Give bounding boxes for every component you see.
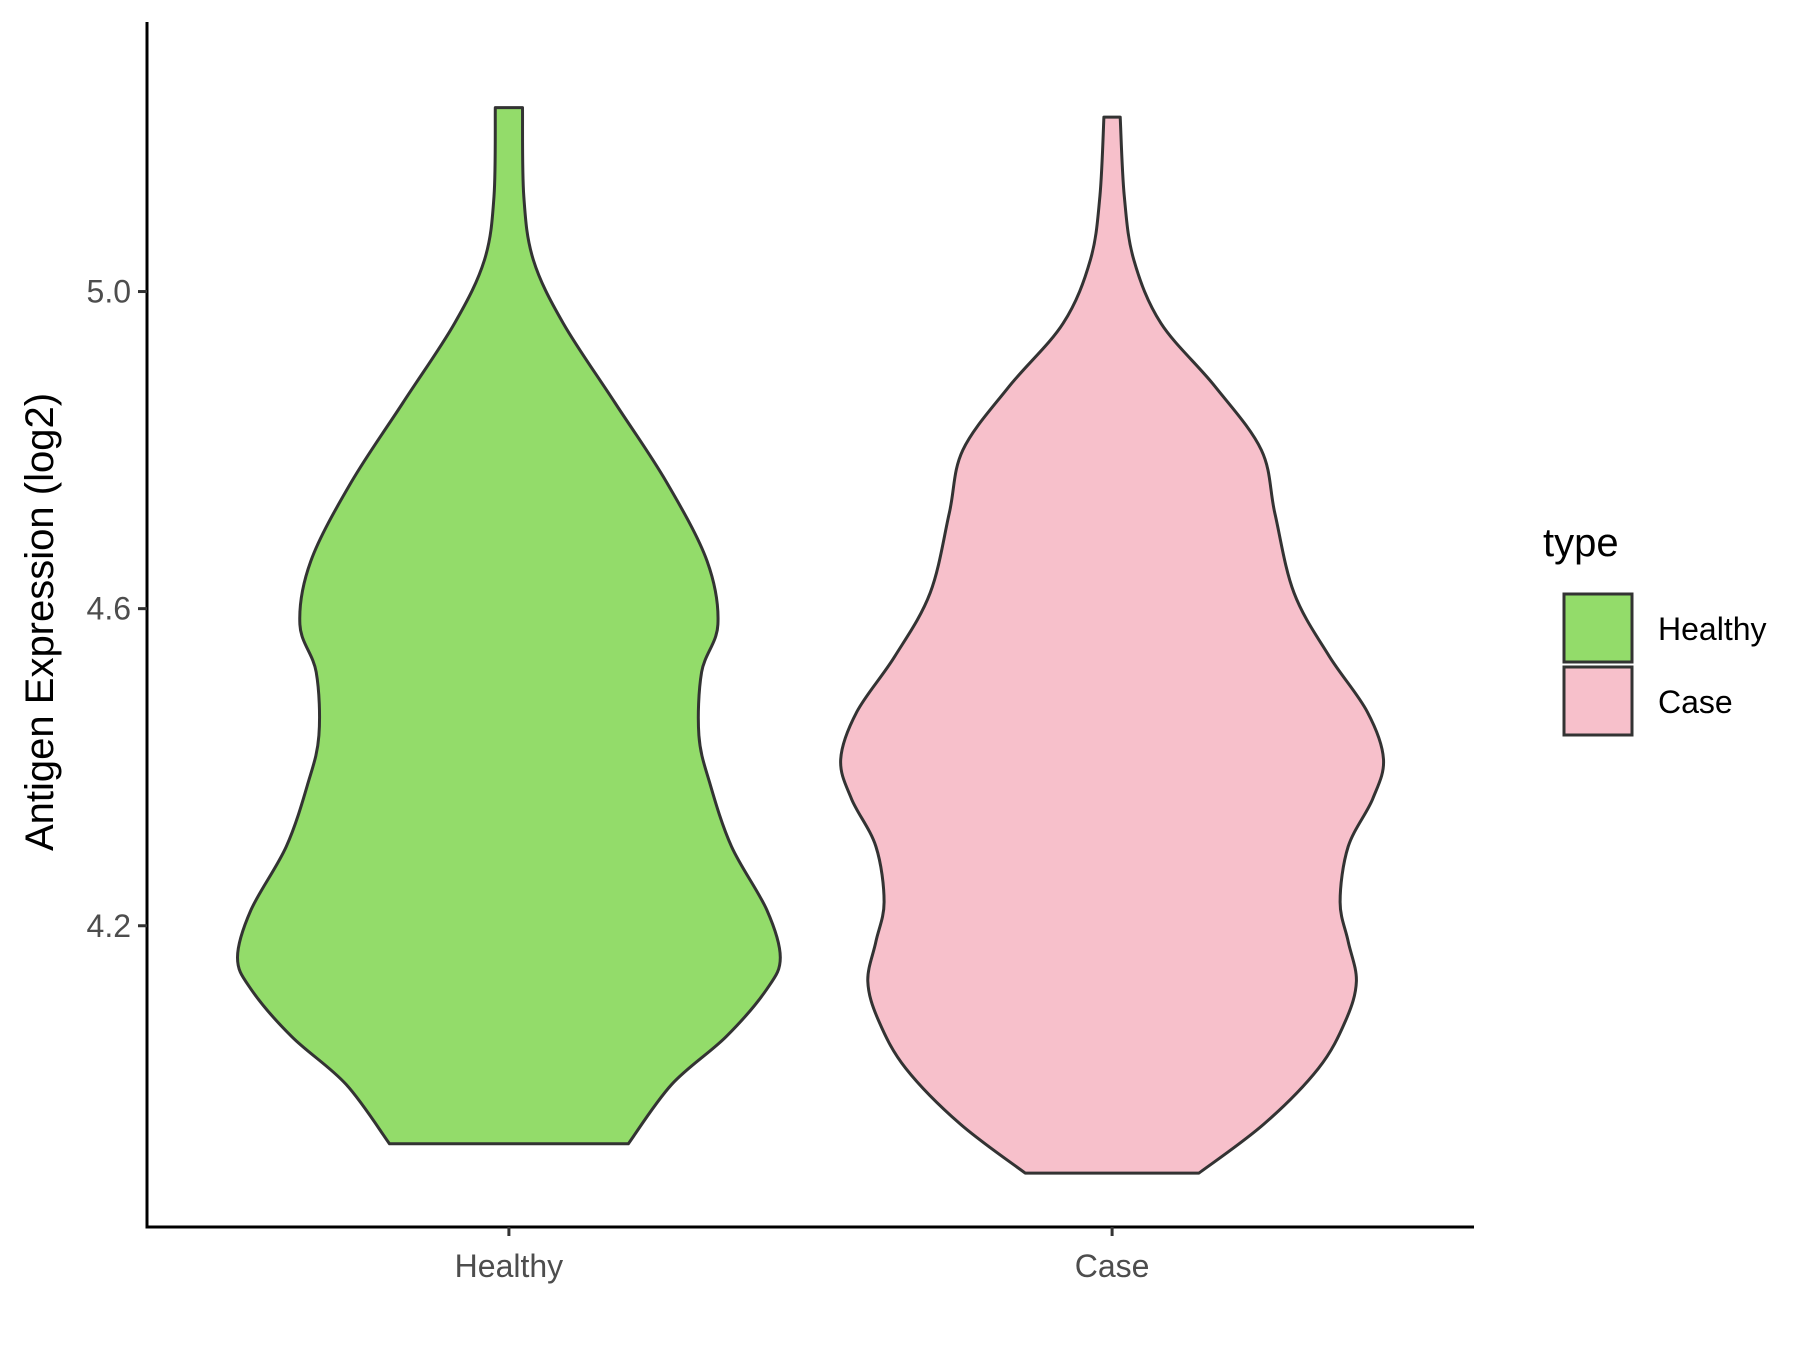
legend-key-healthy bbox=[1562, 592, 1634, 664]
violin-healthy bbox=[236, 106, 782, 1146]
x-tick-label: Healthy bbox=[455, 1248, 564, 1284]
y-ticks-group: 4.2 4.6 5.0 bbox=[87, 274, 147, 944]
legend-label-case: Case bbox=[1658, 684, 1733, 720]
legend-entries: Healthy Case bbox=[1562, 592, 1767, 737]
y-axis-title: Antigen Expression (log2) bbox=[18, 393, 62, 851]
x-tick-label: Case bbox=[1075, 1248, 1150, 1284]
y-tick-label: 4.2 bbox=[87, 908, 131, 944]
violin-case bbox=[839, 115, 1386, 1175]
legend-key-case bbox=[1562, 665, 1634, 737]
legend: type Healthy Case bbox=[1543, 521, 1767, 737]
legend-title: type bbox=[1543, 521, 1619, 565]
legend-label-healthy: Healthy bbox=[1658, 611, 1767, 647]
y-tick-label: 4.6 bbox=[87, 591, 131, 627]
y-tick-label: 5.0 bbox=[87, 274, 131, 310]
x-ticks-group: Healthy Case bbox=[455, 1227, 1150, 1284]
violins-group bbox=[236, 106, 1386, 1175]
